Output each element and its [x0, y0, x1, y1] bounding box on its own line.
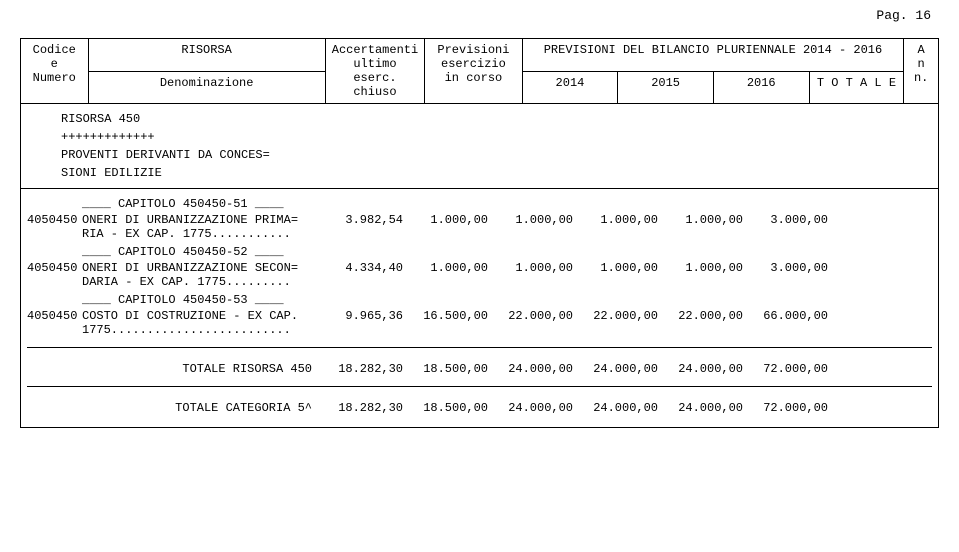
row-accert: 3.982,54 [318, 213, 403, 227]
separator [27, 347, 932, 348]
totals-row: TOTALE CATEGORIA 5^ 18.282,30 18.500,00 … [27, 401, 932, 415]
total-accert: 18.282,30 [318, 401, 403, 415]
header-table: Codice e Numero RISORSA Accertamenti ult… [20, 38, 939, 104]
total-tot: 72.000,00 [743, 362, 828, 376]
hdr-accert: Accertamenti ultimo eserc. chiuso [325, 39, 424, 104]
row-desc: ONERI DI URBANIZZAZIONE PRIMA= RIA - EX … [82, 213, 318, 241]
hdr-ann: A n n. [904, 39, 939, 104]
total-y2014: 24.000,00 [488, 362, 573, 376]
row-code: 4050450 [27, 261, 82, 275]
row-desc-l1: ONERI DI URBANIZZAZIONE SECON= [82, 261, 298, 275]
hdr-codice: Codice e Numero [21, 39, 89, 104]
page: Pag. 16 Codice e Numero RISORSA Accertam… [0, 0, 959, 552]
row-desc-l1: ONERI DI URBANIZZAZIONE PRIMA= [82, 213, 298, 227]
risorsa-l1: RISORSA 450 [61, 110, 932, 128]
hdr-ann-a: A [918, 43, 925, 57]
row-tot: 3.000,00 [743, 261, 828, 275]
total-y2016: 24.000,00 [658, 362, 743, 376]
row-desc: COSTO DI COSTRUZIONE - EX CAP. 1775.....… [82, 309, 318, 337]
row-code: 4050450 [27, 213, 82, 227]
risorsa-l2: +++++++++++++ [61, 128, 932, 146]
data-block: ____ CAPITOLO 450450-51 ____ 4050450 ONE… [20, 189, 939, 428]
total-y2016: 24.000,00 [658, 401, 743, 415]
row-prev: 1.000,00 [403, 213, 488, 227]
table-row: 4050450 ONERI DI URBANIZZAZIONE PRIMA= R… [27, 213, 932, 241]
row-desc-l1: COSTO DI COSTRUZIONE - EX CAP. [82, 309, 298, 323]
separator [27, 386, 932, 387]
hdr-codice-l3: Numero [33, 71, 76, 85]
row-y2015: 1.000,00 [573, 261, 658, 275]
capitolo-heading: ____ CAPITOLO 450450-53 ____ [27, 293, 932, 307]
table-row: 4050450 COSTO DI COSTRUZIONE - EX CAP. 1… [27, 309, 932, 337]
capitolo-heading: ____ CAPITOLO 450450-51 ____ [27, 197, 932, 211]
risorsa-description: RISORSA 450 +++++++++++++ PROVENTI DERIV… [20, 104, 939, 189]
table-row: 4050450 ONERI DI URBANIZZAZIONE SECON= D… [27, 261, 932, 289]
total-y2014: 24.000,00 [488, 401, 573, 415]
hdr-accert-l2: ultimo eserc. [353, 57, 396, 85]
total-label: TOTALE RISORSA 450 [27, 362, 318, 376]
row-y2016: 1.000,00 [658, 261, 743, 275]
row-desc-l2: RIA - EX CAP. 1775........... [82, 227, 291, 241]
hdr-accert-l1: Accertamenti [332, 43, 418, 57]
risorsa-l3: PROVENTI DERIVANTI DA CONCES= [61, 146, 932, 164]
total-prev: 18.500,00 [403, 362, 488, 376]
page-number: Pag. 16 [876, 8, 931, 23]
hdr-y2016: 2016 [713, 71, 809, 104]
total-y2015: 24.000,00 [573, 362, 658, 376]
row-y2014: 22.000,00 [488, 309, 573, 323]
row-desc-l2: DARIA - EX CAP. 1775......... [82, 275, 291, 289]
hdr-totale: T O T A L E [809, 71, 904, 104]
totals-row: TOTALE RISORSA 450 18.282,30 18.500,00 2… [27, 362, 932, 376]
row-tot: 3.000,00 [743, 213, 828, 227]
hdr-ann-end: n. [914, 71, 928, 85]
total-ann [828, 362, 850, 376]
hdr-ann-n: n [918, 57, 925, 71]
hdr-y2015: 2015 [618, 71, 714, 104]
hdr-risorsa: RISORSA [88, 39, 325, 72]
total-y2015: 24.000,00 [573, 401, 658, 415]
total-label: TOTALE CATEGORIA 5^ [27, 401, 318, 415]
hdr-plur: PREVISIONI DEL BILANCIO PLURIENNALE 2014… [522, 39, 904, 72]
row-accert: 9.965,36 [318, 309, 403, 323]
hdr-denom: Denominazione [88, 71, 325, 104]
row-tot: 66.000,00 [743, 309, 828, 323]
hdr-codice-l1: Codice [33, 43, 76, 57]
row-y2016: 1.000,00 [658, 213, 743, 227]
row-y2016: 22.000,00 [658, 309, 743, 323]
hdr-accert-l3: chiuso [353, 85, 396, 99]
row-desc-l2: 1775......................... [82, 323, 291, 337]
total-ann [828, 401, 850, 415]
row-y2015: 1.000,00 [573, 213, 658, 227]
capitolo-heading: ____ CAPITOLO 450450-52 ____ [27, 245, 932, 259]
total-prev: 18.500,00 [403, 401, 488, 415]
row-code: 4050450 [27, 309, 82, 323]
row-prev: 16.500,00 [403, 309, 488, 323]
total-tot: 72.000,00 [743, 401, 828, 415]
hdr-prev-l3: in corso [445, 71, 503, 85]
row-desc: ONERI DI URBANIZZAZIONE SECON= DARIA - E… [82, 261, 318, 289]
hdr-prev-l1: Previsioni [437, 43, 509, 57]
hdr-y2014: 2014 [522, 71, 618, 104]
hdr-codice-l2: e [51, 57, 58, 71]
row-y2015: 22.000,00 [573, 309, 658, 323]
hdr-prev-l2: esercizio [441, 57, 506, 71]
row-accert: 4.334,40 [318, 261, 403, 275]
risorsa-l4: SIONI EDILIZIE [61, 164, 932, 182]
row-y2014: 1.000,00 [488, 213, 573, 227]
row-prev: 1.000,00 [403, 261, 488, 275]
row-y2014: 1.000,00 [488, 261, 573, 275]
total-accert: 18.282,30 [318, 362, 403, 376]
hdr-prev: Previsioni esercizio in corso [425, 39, 522, 104]
